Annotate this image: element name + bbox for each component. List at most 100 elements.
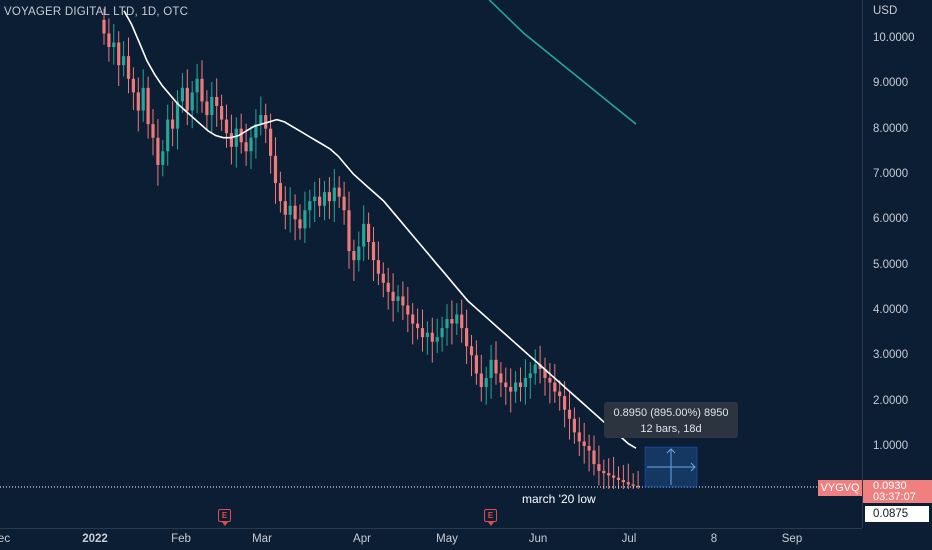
candle-body (244, 142, 248, 152)
candle-body (401, 296, 405, 306)
candle-body (465, 328, 469, 347)
candle-body (161, 151, 165, 165)
symbol-title[interactable]: VOYAGER DIGITAL LTD, 1D, OTC (4, 6, 189, 18)
time-scale[interactable]: ec 2022 Feb Mar Apr May Jun Jul 8 Sep (0, 528, 862, 550)
candle-body (533, 364, 537, 374)
candle-body (278, 183, 282, 202)
candle-body (156, 137, 160, 165)
candle-body (269, 128, 273, 156)
candle-body (141, 87, 145, 111)
candle-body (131, 78, 135, 93)
candle-body (548, 377, 552, 383)
candle-body (425, 332, 429, 338)
candle-body (636, 485, 640, 488)
price-tick: 2.0000 (873, 395, 909, 407)
candle-body (518, 382, 523, 388)
candle-body (563, 396, 567, 410)
candle-body (587, 445, 591, 451)
candle-body (259, 115, 263, 125)
candle-body (435, 337, 439, 342)
price-tick: 1.0000 (873, 440, 909, 452)
candle-body (592, 450, 596, 465)
candle-body (406, 305, 410, 315)
candle-body (352, 251, 356, 261)
candle-body (499, 373, 503, 383)
candle-body (376, 260, 380, 274)
candle-body (582, 441, 586, 446)
earnings-marker[interactable]: E (218, 509, 231, 526)
candle-body (430, 332, 434, 342)
candle-body (322, 192, 327, 206)
price-tick: 10.0000 (873, 32, 915, 44)
time-tick: Sep (781, 533, 803, 545)
last-price-label: 0.0930 03:37:07 (863, 480, 932, 503)
candle-body (514, 382, 518, 392)
candle-body (450, 319, 454, 324)
candle-body (567, 409, 572, 419)
candle-body (455, 314, 459, 324)
candle-body (205, 101, 209, 116)
candle-body (239, 128, 243, 143)
time-tick: May (436, 533, 458, 545)
candle-body (602, 470, 606, 474)
price-scale[interactable]: USD 10.0000 9.0000 8.0000 7.0000 6.0000 … (862, 0, 932, 528)
candle-body (371, 241, 376, 261)
candle-body (445, 319, 449, 329)
candle-body (543, 368, 547, 378)
candle-body (166, 119, 170, 152)
ma-long-line (488, 0, 637, 125)
price-tick: 6.0000 (873, 213, 909, 225)
price-tick: 9.0000 (873, 77, 909, 89)
candle-body (479, 373, 483, 388)
candle-body (357, 246, 361, 261)
candle-body (195, 78, 199, 93)
candle-body (504, 382, 508, 388)
candle-body (234, 128, 238, 147)
candle-body (484, 377, 488, 388)
candle-body (210, 96, 214, 116)
candle-body (386, 282, 390, 292)
measure-box[interactable] (644, 446, 698, 488)
candle-body (553, 382, 557, 392)
candle-body (509, 387, 513, 392)
chart-area[interactable]: VOYAGER DIGITAL LTD, 1D, OTC 0.8950 (895… (0, 0, 862, 528)
candle-body (332, 187, 336, 202)
candle-body (538, 364, 542, 369)
candle-body (631, 484, 635, 486)
candle-body (112, 42, 116, 48)
candle-body (249, 137, 253, 152)
bar-countdown: 03:37:07 (873, 491, 916, 503)
candle-body (215, 96, 219, 106)
candle-body (489, 359, 493, 378)
candle-body (327, 192, 331, 202)
candle-body (342, 196, 346, 211)
candle-body (416, 323, 420, 329)
candle-body (298, 219, 302, 229)
candle-body (337, 187, 341, 197)
ma-short-line (123, 10, 637, 449)
measure-tooltip-line2: 12 bars, 18d (640, 423, 702, 435)
price-tick: 8.0000 (873, 123, 909, 135)
candle-body (558, 391, 562, 397)
candle-body (122, 56, 126, 66)
price-tick: 4.0000 (873, 304, 909, 316)
price-chart[interactable] (0, 0, 862, 528)
candle-body (254, 124, 258, 138)
candle-body (572, 418, 576, 433)
candle-body (229, 133, 233, 147)
annotation-text[interactable]: march '20 low (522, 492, 596, 506)
candle-body (126, 56, 131, 79)
candle-body (288, 205, 292, 215)
earnings-marker[interactable]: E (484, 509, 497, 526)
candle-body (185, 87, 189, 111)
candle-body (283, 201, 287, 215)
currency-label: USD (873, 5, 898, 17)
candle-body (621, 479, 625, 483)
price-tick: 3.0000 (873, 349, 909, 361)
low-price-label: 0.0875 (865, 506, 929, 522)
time-tick: ec (0, 533, 11, 545)
candle-body (190, 92, 194, 111)
candle-body (411, 314, 415, 324)
candle-body (264, 115, 268, 129)
ticker-badge: VYGVQ (818, 480, 862, 496)
